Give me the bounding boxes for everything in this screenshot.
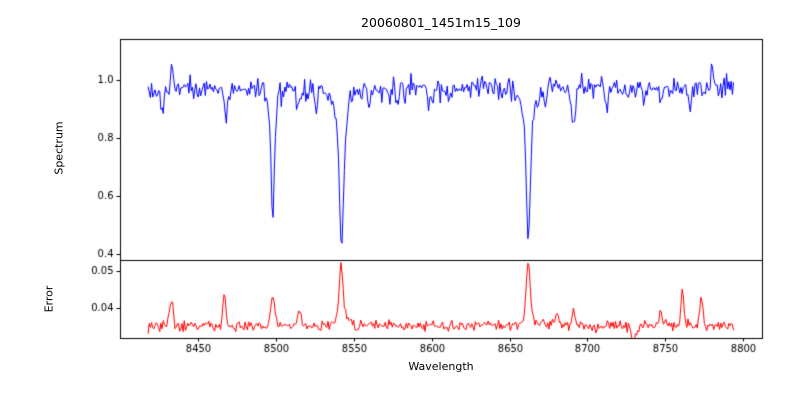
error-y-axis-label: Error: [42, 285, 56, 313]
chart-title: 20060801_1451m15_109: [361, 15, 521, 30]
spectrum-y-axis-label: Spectrum: [52, 121, 66, 175]
wavelength-x-axis-label: Wavelength: [408, 360, 474, 373]
